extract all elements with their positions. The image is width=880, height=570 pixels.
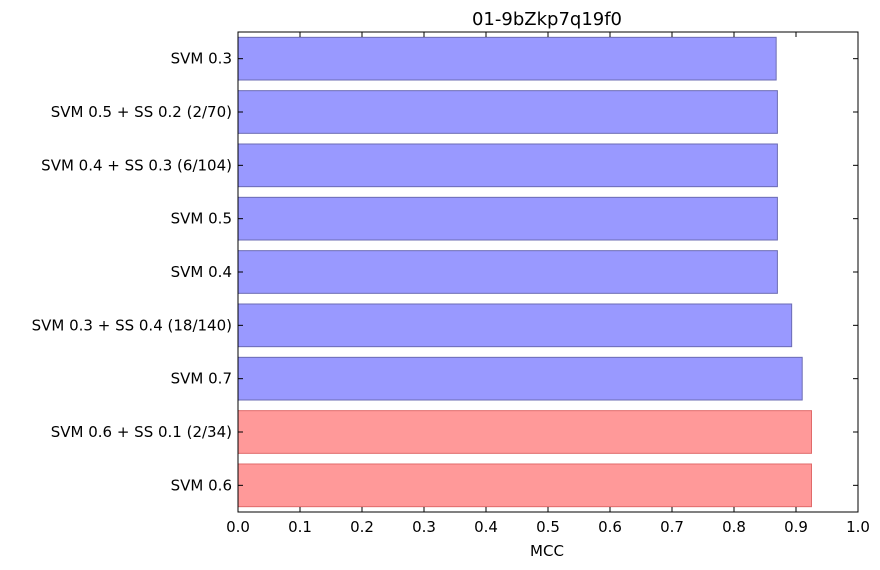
bar [237, 410, 812, 454]
plot-frame [237, 31, 859, 513]
bar [237, 143, 778, 188]
x-tick-label: 0.0 [226, 518, 250, 536]
x-tick-label: 0.5 [536, 518, 560, 536]
bar [237, 90, 778, 134]
x-tick-label: 0.9 [784, 518, 808, 536]
x-tick-label: 1.0 [846, 518, 870, 536]
x-tick-label: 0.4 [474, 518, 498, 536]
y-tick-label: SVM 0.6 + SS 0.1 (2/34) [51, 423, 232, 441]
x-tick-label: 0.6 [598, 518, 622, 536]
y-tick-label: SVM 0.5 [171, 210, 232, 228]
bar [237, 250, 778, 294]
y-tick-label: SVM 0.4 [171, 263, 232, 281]
y-tick-label: SVM 0.3 [171, 50, 232, 68]
x-tick-label: 0.7 [660, 518, 684, 536]
x-tick-label: 0.8 [722, 518, 746, 536]
x-tick-label: 0.3 [412, 518, 436, 536]
bars-group [237, 36, 812, 508]
y-tick-label: SVM 0.5 + SS 0.2 (2/70) [51, 103, 232, 121]
x-axis-ticks: 0.0 0.1 0.2 0.3 0.4 0.5 0.6 0.7 0.8 0.9 1.0 [226, 32, 870, 536]
x-tick-label: 0.2 [350, 518, 374, 536]
x-axis-label: MCC [530, 542, 564, 560]
bar [237, 463, 812, 508]
bar [237, 303, 793, 348]
x-tick-label: 0.1 [288, 518, 312, 536]
chart-title: 01-9bZkp7q19f0 [472, 9, 622, 30]
y-tick-label: SVM 0.3 + SS 0.4 (18/140) [32, 316, 232, 334]
y-axis-labels: SVM 0.3 SVM 0.5 + SS 0.2 (2/70) SVM 0.4 + … [32, 50, 858, 494]
y-tick-label: SVM 0.6 [171, 476, 232, 494]
y-tick-label: SVM 0.4 + SS 0.3 (6/104) [41, 156, 232, 174]
y-tick-label: SVM 0.7 [171, 370, 232, 388]
bar [237, 196, 778, 241]
bar [237, 36, 777, 81]
bar [237, 356, 803, 401]
